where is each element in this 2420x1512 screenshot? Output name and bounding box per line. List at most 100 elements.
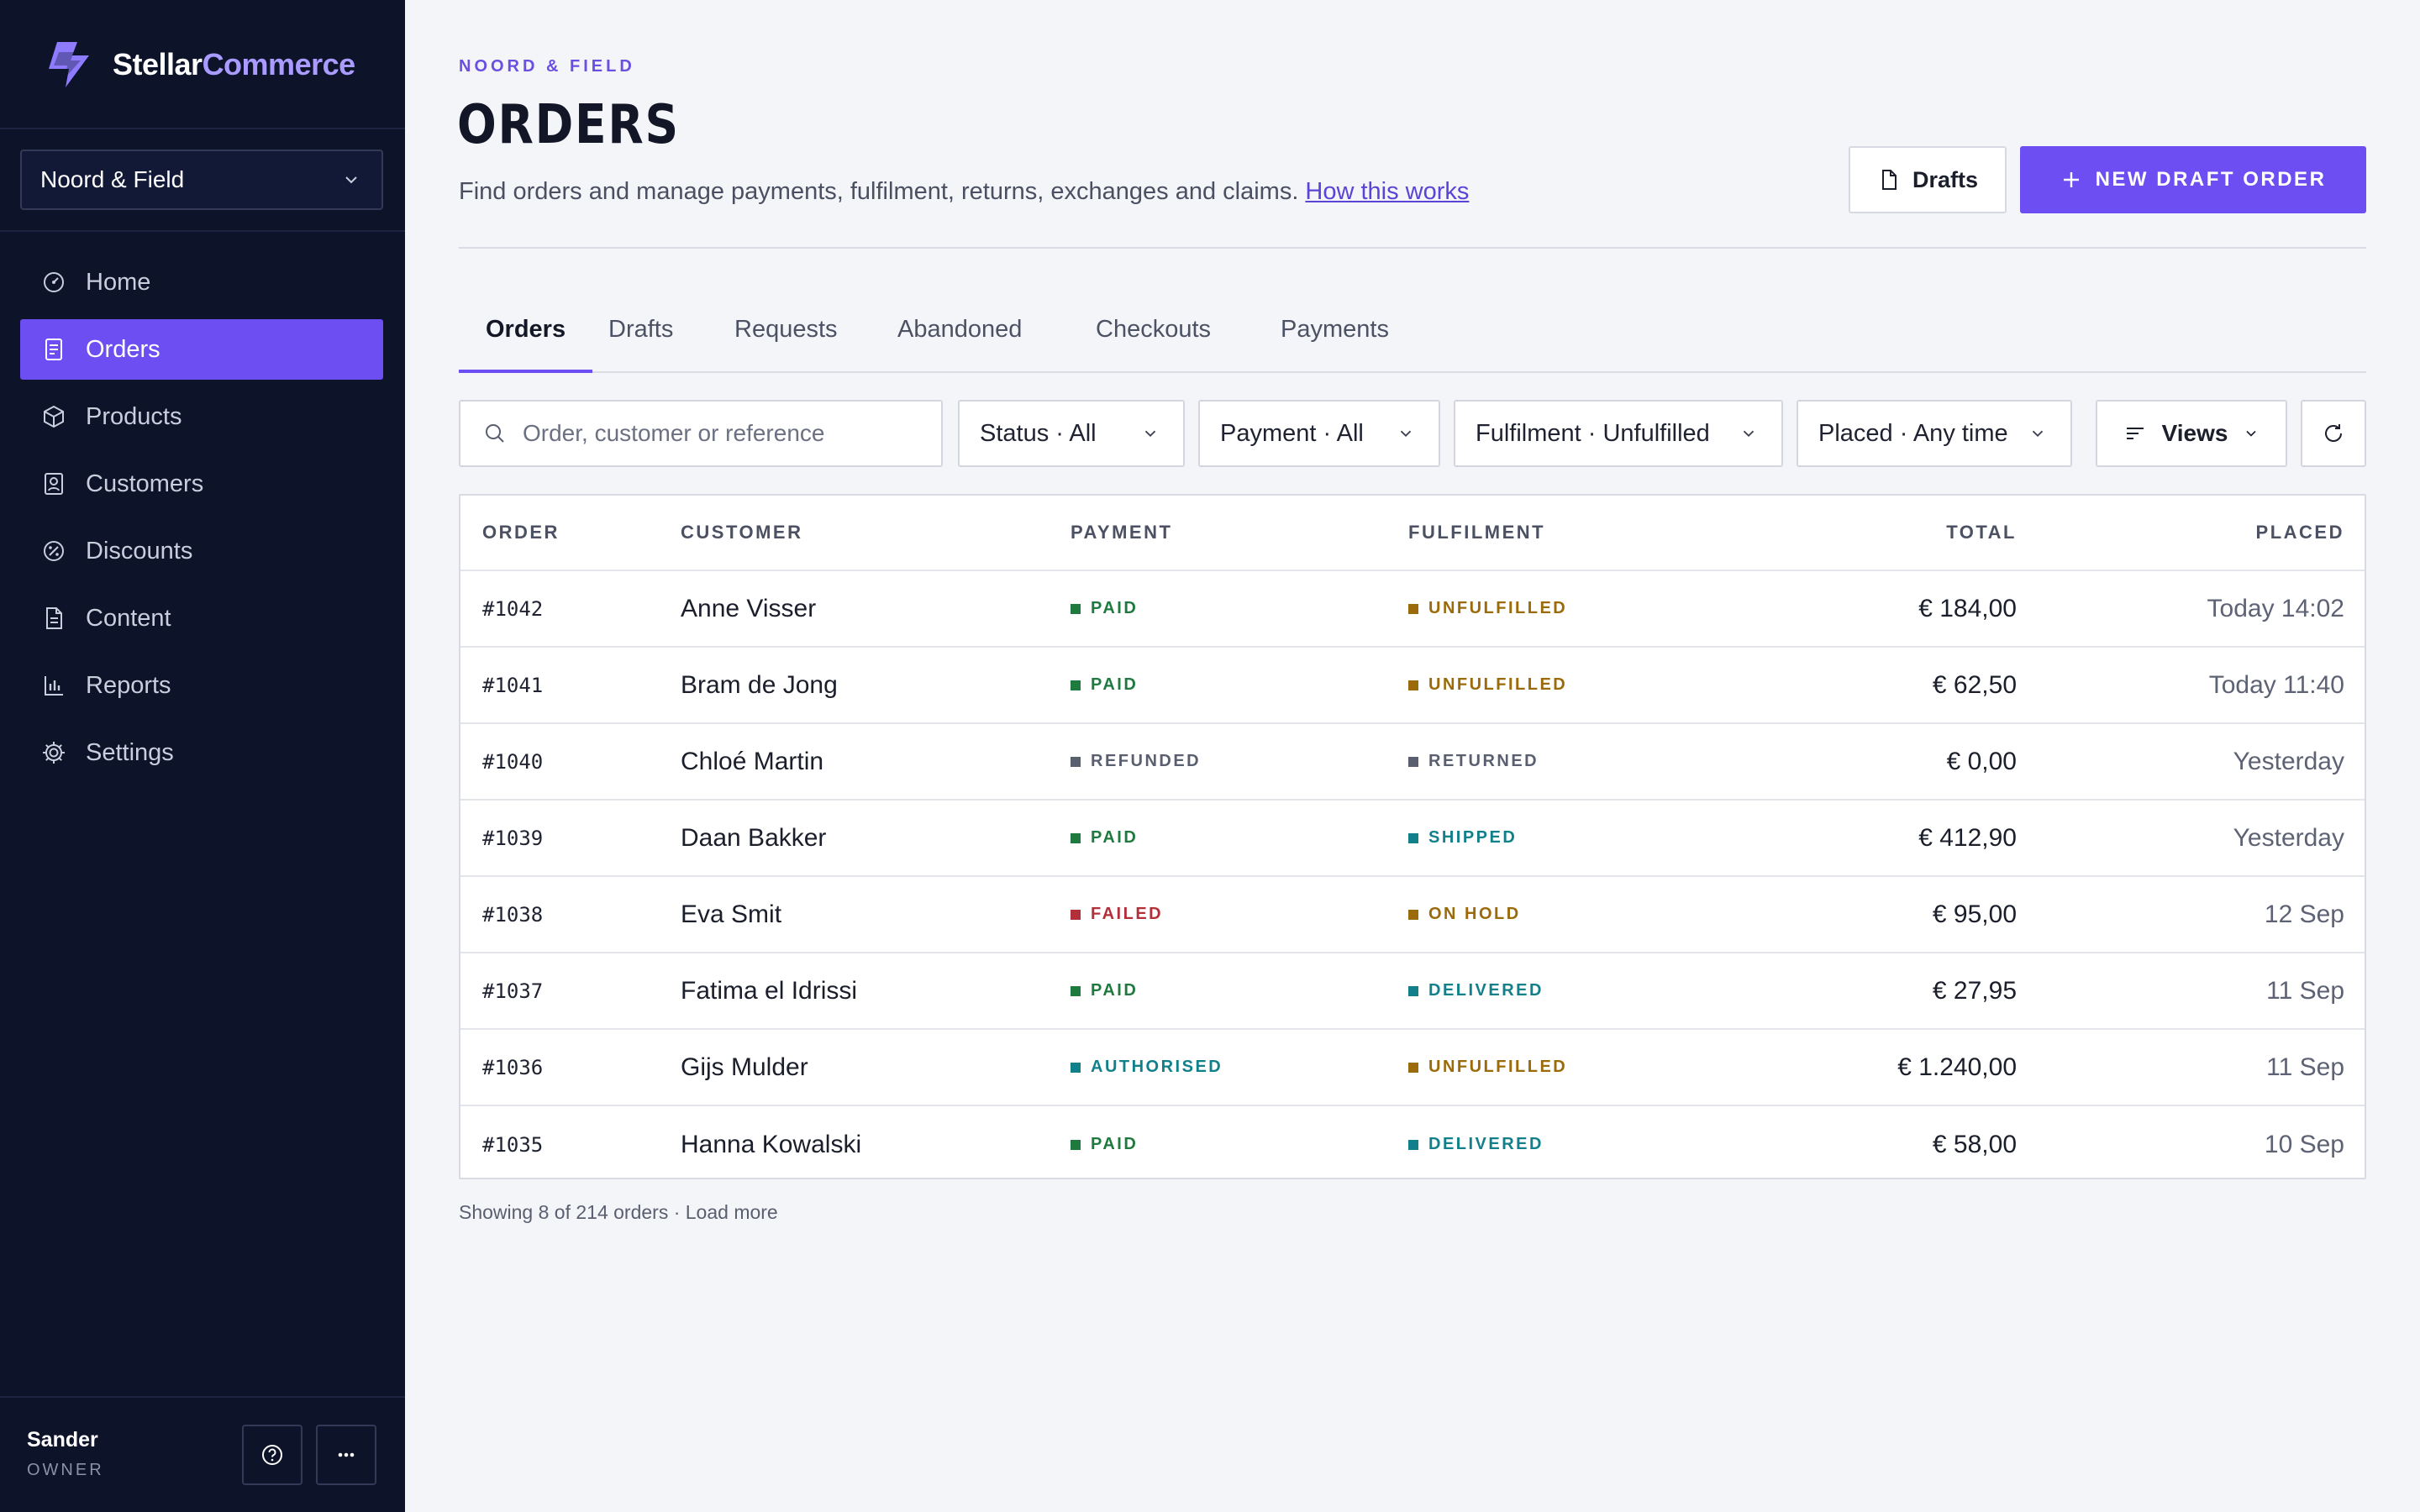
sidebar-item-settings[interactable]: Settings	[20, 722, 383, 783]
sidebar-item-label: Discounts	[86, 537, 193, 564]
customer-name: Hanna Kowalski	[681, 1130, 862, 1158]
table-row[interactable]: #1037 Fatima el Idrissi PAID DELIVERED €…	[460, 953, 2365, 1030]
customer-name: Bram de Jong	[681, 670, 838, 699]
column-header-total[interactable]: TOTAL	[1946, 522, 2017, 543]
placed-date: Today 14:02	[2207, 594, 2344, 622]
sidebar-item-discounts[interactable]: Discounts	[20, 521, 383, 581]
fulfilment-status-badge: DELIVERED	[1408, 953, 1544, 1028]
store-selector[interactable]: Noord & Field	[20, 150, 383, 210]
placed-filter[interactable]: Placed · Any time	[1797, 400, 2072, 467]
sidebar: StellarCommerce Noord & Field Home Order…	[0, 0, 405, 1512]
sidebar-item-content[interactable]: Content	[20, 588, 383, 648]
placed-date: Yesterday	[2233, 747, 2344, 775]
help-button[interactable]	[242, 1425, 302, 1485]
table-row[interactable]: #1036 Gijs Mulder AUTHORISED UNFULFILLED…	[460, 1030, 2365, 1106]
file-icon	[1881, 170, 1897, 190]
views-button[interactable]: Views	[2096, 400, 2287, 467]
table-header: ORDER CUSTOMER PAYMENT FULFILMENT TOTAL …	[460, 496, 2365, 571]
page-subtitle: Find orders and manage payments, fulfilm…	[459, 178, 1469, 206]
payment-filter[interactable]: Payment · All	[1198, 400, 1440, 467]
refresh-button[interactable]	[2301, 400, 2366, 467]
payment-status-badge: FAILED	[1071, 877, 1163, 952]
order-number[interactable]: #1042	[482, 596, 544, 621]
fulfilment-status-badge: UNFULFILLED	[1408, 648, 1567, 722]
order-number[interactable]: #1038	[482, 902, 544, 927]
order-number[interactable]: #1036	[482, 1055, 544, 1079]
column-header-placed[interactable]: PLACED	[2255, 522, 2344, 543]
order-number[interactable]: #1040	[482, 749, 544, 774]
sidebar-item-products[interactable]: Products	[20, 386, 383, 447]
sidebar-item-customers[interactable]: Customers	[20, 454, 383, 514]
tab-abandoned[interactable]: Abandoned	[897, 316, 1023, 343]
filter-bar: Status · All Payment · All Fulfilment · …	[459, 400, 2366, 467]
fulfilment-status-badge: RETURNED	[1408, 724, 1539, 799]
user-card-icon	[45, 473, 63, 495]
main-content: NOORD & FIELD ORDERS Find orders and man…	[405, 0, 2420, 1512]
table-row[interactable]: #1039 Daan Bakker PAID SHIPPED € 412,90 …	[460, 801, 2365, 877]
store-eyebrow: NOORD & FIELD	[459, 57, 635, 76]
tab-orders[interactable]: Orders	[459, 304, 593, 373]
subtitle-text: Find orders and manage payments, fulfilm…	[459, 178, 1299, 205]
drafts-button[interactable]: Drafts	[1849, 146, 2007, 213]
placed-date: Yesterday	[2233, 823, 2344, 852]
dashboard-icon	[44, 272, 64, 292]
table-row[interactable]: #1040 Chloé Martin REFUNDED RETURNED € 0…	[460, 724, 2365, 801]
discount-icon	[44, 541, 64, 561]
payment-status-badge: PAID	[1071, 571, 1138, 646]
order-number[interactable]: #1041	[482, 673, 544, 697]
column-header-order[interactable]: ORDER	[482, 522, 560, 543]
placed-filter-label: Placed · Any time	[1818, 419, 2008, 447]
chevron-down-icon	[1144, 430, 1156, 438]
search-icon	[486, 424, 504, 443]
header-divider	[459, 247, 2366, 249]
tabs-baseline	[459, 371, 2366, 373]
search-input[interactable]	[523, 420, 926, 447]
order-number[interactable]: #1035	[482, 1132, 544, 1157]
bar-chart-icon	[45, 676, 63, 696]
pagination-note[interactable]: Showing 8 of 214 orders · Load more	[459, 1201, 778, 1223]
how-this-works-link[interactable]: How this works	[1305, 178, 1470, 205]
order-number[interactable]: #1037	[482, 979, 544, 1003]
sidebar-item-label: Products	[86, 402, 182, 430]
tab-requests[interactable]: Requests	[734, 316, 838, 343]
table-row[interactable]: #1038 Eva Smit FAILED ON HOLD € 95,00 12…	[460, 877, 2365, 953]
payment-status-badge: REFUNDED	[1071, 724, 1201, 799]
column-header-payment[interactable]: PAYMENT	[1071, 522, 1173, 543]
new-draft-order-button[interactable]: NEW DRAFT ORDER	[2020, 146, 2366, 213]
table-row[interactable]: #1042 Anne Visser PAID UNFULFILLED € 184…	[460, 571, 2365, 648]
chevron-down-icon	[2246, 430, 2257, 437]
tab-drafts[interactable]: Drafts	[608, 316, 674, 343]
fulfilment-filter[interactable]: Fulfilment · Unfulfilled	[1454, 400, 1783, 467]
brand-logo[interactable]: StellarCommerce	[40, 35, 355, 94]
fulfilment-status-badge: UNFULFILLED	[1408, 571, 1567, 646]
user-role: OWNER	[27, 1461, 104, 1479]
sidebar-item-label: Customers	[86, 470, 204, 497]
sidebar-item-home[interactable]: Home	[20, 252, 383, 312]
help-icon	[262, 1445, 282, 1465]
order-number[interactable]: #1039	[482, 826, 544, 850]
column-header-fulfilment[interactable]: FULFILMENT	[1408, 522, 1546, 543]
views-button-label: Views	[2161, 420, 2228, 446]
order-total: € 184,00	[1918, 594, 2017, 622]
new-draft-order-label: NEW DRAFT ORDER	[2095, 168, 2327, 191]
page-title: ORDERS	[457, 94, 680, 156]
table-row[interactable]: #1035 Hanna Kowalski PAID DELIVERED € 58…	[460, 1106, 2365, 1183]
sidebar-item-orders[interactable]: Orders	[20, 319, 383, 380]
customer-name: Gijs Mulder	[681, 1053, 808, 1081]
table-row[interactable]: #1041 Bram de Jong PAID UNFULFILLED € 62…	[460, 648, 2365, 724]
tab-checkouts[interactable]: Checkouts	[1096, 316, 1212, 343]
status-filter[interactable]: Status · All	[958, 400, 1185, 467]
fulfilment-status-badge: SHIPPED	[1408, 801, 1517, 875]
customer-name: Eva Smit	[681, 900, 782, 928]
tab-payments[interactable]: Payments	[1281, 316, 1389, 343]
order-total: € 1.240,00	[1897, 1053, 2017, 1081]
column-header-customer[interactable]: CUSTOMER	[681, 522, 803, 543]
brand-name: StellarCommerce	[113, 47, 355, 81]
chevron-down-icon	[2032, 430, 2044, 438]
sidebar-item-reports[interactable]: Reports	[20, 655, 383, 716]
order-total: € 58,00	[1932, 1130, 2017, 1158]
order-total: € 0,00	[1946, 747, 2017, 775]
more-menu-button[interactable]	[316, 1425, 376, 1485]
placed-date: 11 Sep	[2266, 1053, 2344, 1081]
order-total: € 412,90	[1918, 823, 2017, 852]
